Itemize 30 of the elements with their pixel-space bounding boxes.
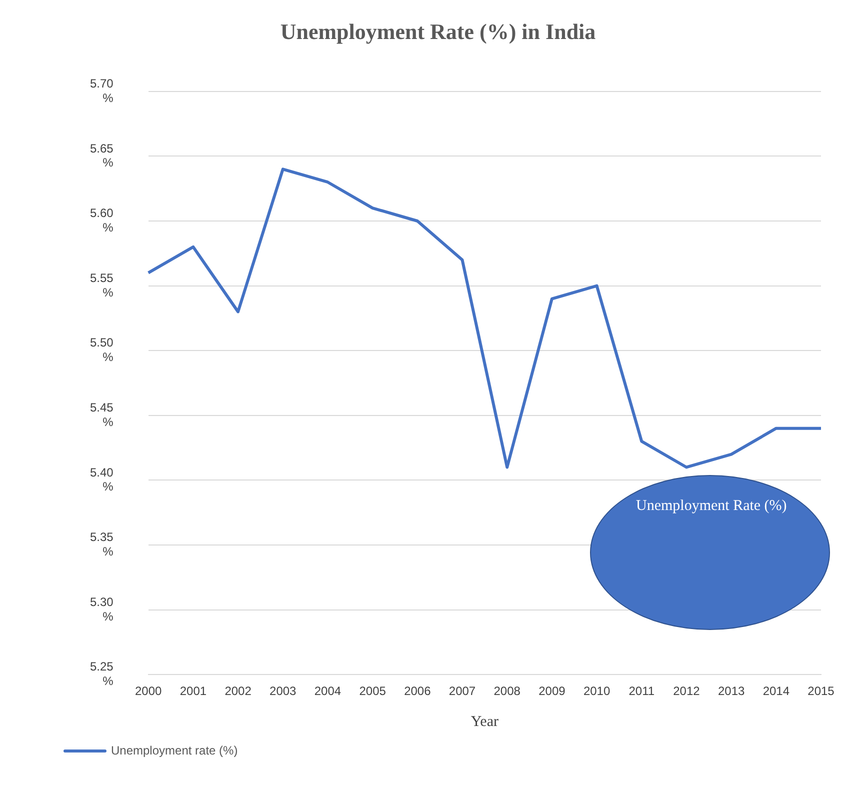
y-tick-label: 5.40 %: [90, 465, 114, 494]
x-tick-label: 2007: [448, 684, 476, 698]
x-tick-label: 2011: [628, 684, 655, 698]
y-tick-label: 5.70 %: [90, 76, 114, 105]
legend-label: Unemployment rate (%): [111, 743, 238, 758]
annotation: Unemployment Rate (%): [636, 497, 788, 515]
x-tick-label: 2003: [270, 684, 297, 698]
y-tick-label: 5.45 %: [90, 400, 114, 429]
x-tick-label: 2008: [494, 684, 521, 698]
y-tick-label: 5.30 %: [90, 594, 114, 624]
x-tick-label: 2010: [583, 684, 610, 698]
y-tick-label: 5.35 %: [90, 530, 114, 559]
chart-title: Unemployment Rate (%) in India: [280, 18, 596, 44]
x-tick-label: 2002: [224, 684, 252, 698]
x-tick-label: 2014: [762, 684, 790, 698]
x-tick-label: 2006: [404, 684, 432, 698]
x-tick-label: 2001: [180, 684, 207, 698]
y-tick-label: 5.55 %: [90, 270, 114, 300]
x-tick-label: 2015: [808, 684, 835, 698]
x-tick-label: 2000: [135, 684, 162, 698]
x-tick-label: 2004: [314, 684, 342, 698]
x-tick-label: 2009: [538, 684, 566, 698]
y-tick-label: 5.60 %: [90, 206, 114, 235]
y-tick-label: 5.50 %: [90, 336, 114, 364]
y-tick-label: 5.65 %: [90, 141, 114, 170]
y-tick-label: 5.25 %: [90, 660, 114, 688]
x-tick-label: 2005: [359, 684, 386, 698]
x-tick-label: 2013: [718, 684, 745, 698]
x-tick-label: 2012: [673, 684, 700, 698]
x-axis-title: Year: [470, 714, 499, 730]
